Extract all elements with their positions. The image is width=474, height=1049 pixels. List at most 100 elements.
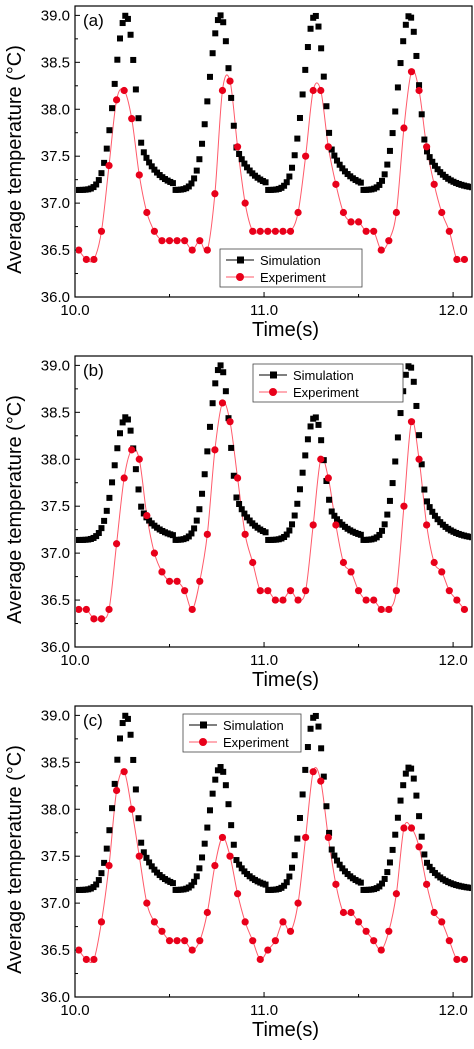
experiment-point: [453, 255, 461, 264]
experiment-point: [203, 246, 211, 254]
experiment-point: [264, 946, 272, 954]
x-tick-label: 11.0: [250, 302, 278, 319]
simulation-point: [127, 31, 134, 38]
simulation-point: [421, 136, 428, 143]
simulation-point: [130, 56, 137, 63]
simulation-point: [469, 184, 471, 191]
chart-panel-1: 36.0 36.5 37.0 37.5 38.0 38.5 39.0 10.0 11.0 12.0…: [4, 5, 473, 341]
experiment-point: [438, 208, 446, 217]
legend-experiment-marker: [199, 738, 207, 746]
simulation-point: [140, 510, 147, 517]
experiment-point: [339, 208, 348, 217]
simulation-point: [413, 402, 420, 409]
simulation-point: [230, 122, 237, 129]
experiment-point: [165, 577, 174, 585]
simulation-point: [357, 179, 364, 186]
simulation-point: [135, 115, 142, 122]
legend-simulation-label: Simulation: [260, 253, 321, 268]
x-tick-label: 11.0: [250, 1002, 278, 1019]
x-tick-label: 12.0: [438, 1002, 467, 1019]
experiment-point: [233, 890, 242, 898]
simulation-point: [188, 530, 195, 537]
y-tick-label: 38.0: [41, 101, 70, 118]
simulation-point: [95, 530, 102, 537]
simulation-point: [204, 98, 211, 105]
simulation-point: [283, 531, 290, 538]
simulation-point: [220, 369, 227, 376]
experiment-point: [105, 161, 113, 170]
simulation-point: [357, 879, 364, 886]
simulation-point: [185, 533, 192, 540]
x-tick-label: 10.0: [60, 1002, 89, 1019]
simulation-point: [296, 814, 303, 821]
experiment-point: [407, 418, 416, 426]
simulation-point: [466, 884, 471, 891]
experiment-point: [453, 596, 461, 604]
simulation-point: [132, 86, 139, 93]
y-tick-label: 38.5: [41, 404, 70, 421]
experiment-point: [211, 190, 219, 198]
simulation-point: [413, 52, 420, 59]
simulation-point: [302, 766, 309, 773]
simulation-point: [384, 161, 391, 168]
simulation-point: [116, 735, 123, 742]
experiment-point: [105, 861, 113, 870]
experiment-point: [271, 937, 279, 945]
experiment-point: [453, 955, 461, 964]
experiment-point: [392, 587, 400, 595]
simulation-point: [400, 782, 407, 789]
simulation-point: [220, 19, 227, 26]
simulation-point: [217, 12, 224, 19]
simulation-point: [127, 427, 134, 434]
simulation-point: [135, 486, 142, 493]
experiment-point: [203, 530, 211, 538]
y-tick-label: 38.0: [41, 801, 70, 818]
simulation-point: [299, 791, 306, 798]
simulation-point: [196, 506, 203, 513]
simulation-point: [410, 378, 417, 385]
simulation-point: [286, 873, 293, 880]
simulation-point: [331, 512, 338, 519]
experiment-point: [400, 124, 408, 132]
experiment-point: [181, 937, 189, 945]
simulation-point: [214, 767, 221, 774]
experiment-point: [112, 96, 121, 104]
simulation-point: [109, 105, 116, 112]
experiment-point: [385, 237, 393, 245]
y-axis-title: Average temperature (°C): [4, 45, 26, 274]
simulation-point: [294, 500, 301, 507]
simulation-point: [103, 145, 110, 152]
simulation-point: [101, 159, 108, 166]
experiment-point: [354, 918, 363, 926]
experiment-point: [347, 218, 355, 226]
simulation-point: [191, 878, 198, 885]
simulation-point: [397, 410, 404, 417]
simulation-point: [233, 494, 240, 501]
experiment-point: [90, 615, 98, 623]
simulation-point: [397, 60, 404, 67]
plot-frame: [74, 5, 473, 298]
simulation-point: [193, 873, 200, 880]
experiment-point: [90, 255, 98, 264]
x-axis-title: Time(s): [252, 319, 319, 341]
simulation-point: [469, 534, 471, 541]
experiment-point: [317, 777, 325, 785]
experiment-point: [332, 521, 340, 529]
y-tick-label: 37.0: [41, 895, 70, 912]
simulation-point: [386, 859, 393, 866]
simulation-point: [214, 17, 221, 24]
simulation-point: [217, 362, 224, 369]
simulation-point: [106, 827, 113, 834]
experiment-point: [445, 227, 453, 235]
simulation-point: [124, 715, 131, 722]
simulation-point: [400, 38, 407, 45]
simulation-point: [236, 861, 243, 868]
experiment-point: [150, 549, 158, 557]
simulation-point: [103, 507, 110, 514]
simulation-point: [392, 458, 399, 465]
simulation-point: [397, 797, 404, 804]
simulation-point: [122, 712, 129, 719]
simulation-point: [339, 165, 346, 172]
simulation-point: [416, 813, 423, 820]
simulation-point: [323, 103, 330, 110]
